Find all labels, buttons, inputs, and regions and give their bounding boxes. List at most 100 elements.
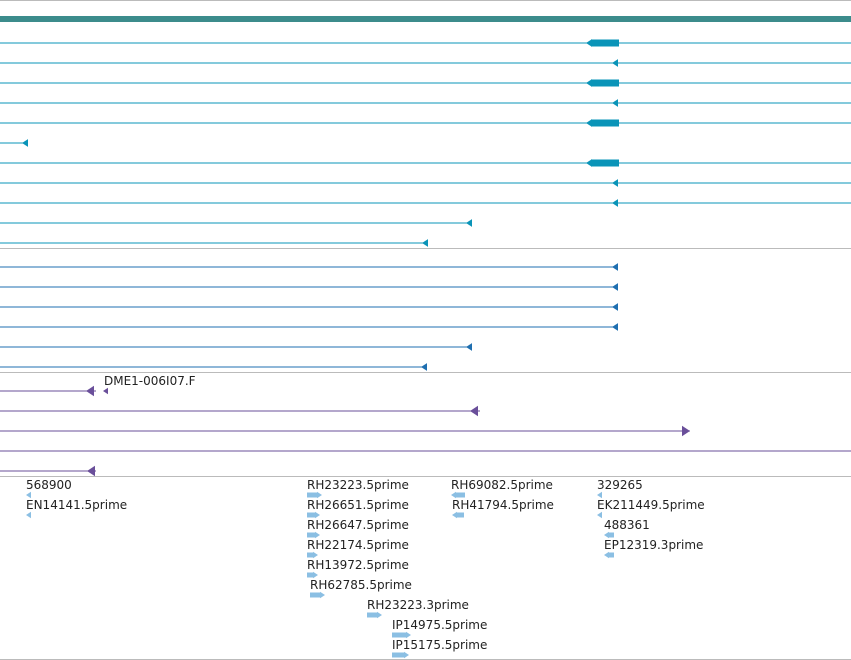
read-block [307,512,315,518]
strand-arrow-icon [86,385,94,397]
transcript-track-c: DME1-006I07.F [0,374,851,477]
transcript-a-feature[interactable] [0,179,851,187]
read-block [455,492,465,498]
strand-arrow-icon [586,119,592,127]
transcript-a-feature[interactable] [0,139,28,147]
transcript-a-feature[interactable] [0,99,851,107]
strand-arrow-icon [466,343,472,351]
strand-arrow-icon [421,363,427,371]
strand-arrow-icon [586,39,592,47]
transcript-label: DME1-006I07.F [104,374,196,388]
est-read-label: EP12319.3prime [604,538,703,552]
est-read[interactable]: IP14975.5prime [392,618,487,639]
transcript-b-feature[interactable] [0,283,618,291]
transcript-a-feature[interactable] [0,239,428,247]
est-read[interactable]: 329265 [597,478,643,499]
est-read-label: EK211449.5prime [597,498,705,512]
transcript-c-feature[interactable]: DME1-006I07.F [0,374,196,397]
transcript-a-feature[interactable] [0,159,851,167]
est-read[interactable]: RH41794.5prime [452,498,554,519]
transcript-a-feature[interactable] [0,79,851,87]
strand-arrow-icon [470,405,478,417]
transcript-b-feature[interactable] [0,263,618,271]
transcript-a-feature[interactable] [0,199,851,207]
strand-arrow-icon [317,491,322,499]
read-block [310,592,320,598]
transcript-c-feature[interactable] [0,405,480,417]
strand-arrow-icon [313,551,318,559]
strand-arrow-icon [22,139,28,147]
strand-arrow-icon [315,531,320,539]
read-block [307,572,313,578]
strand-arrow-icon [612,283,618,291]
strand-arrow-icon [682,425,690,437]
est-read[interactable]: 488361 [604,518,650,539]
est-read-label: RH23223.3prime [367,598,469,612]
est-read-label: 568900 [26,478,72,492]
est-read-label: RH26647.5prime [307,518,409,532]
est-read-label: EN14141.5prime [26,498,127,512]
est-read[interactable]: EN14141.5prime [26,498,127,519]
strand-arrow-icon [452,511,457,519]
transcript-a-feature[interactable] [0,119,851,127]
strand-arrow-icon [320,591,325,599]
strand-arrow-icon [315,511,320,519]
strand-arrow-icon [612,323,618,331]
read-block [307,552,313,558]
exon-block [591,159,619,167]
transcript-b-feature[interactable] [0,303,618,311]
read-block [456,512,464,518]
strand-arrow-icon [586,79,592,87]
est-read-label: RH26651.5prime [307,498,409,512]
strand-arrow-icon [466,219,472,227]
read-block [392,632,406,638]
strand-arrow-icon [597,511,602,519]
read-block [608,532,614,538]
est-read[interactable]: RH23223.5prime [307,478,409,499]
gene-track [0,16,851,22]
transcript-b-feature[interactable] [0,323,618,331]
strand-arrow-icon [26,491,31,499]
gene-bar[interactable] [0,16,851,22]
est-read[interactable]: RH22174.5prime [307,538,409,559]
strand-arrow-icon [604,551,609,559]
est-read-label: 329265 [597,478,643,492]
transcript-a-feature[interactable] [0,39,851,47]
strand-arrow-icon [87,465,95,477]
est-read[interactable]: EK211449.5prime [597,498,705,519]
exon-block [591,79,619,87]
strand-arrow-icon [404,651,409,659]
strand-arrow-icon [451,491,456,499]
est-read[interactable]: RH26647.5prime [307,518,409,539]
est-read-label: RH22174.5prime [307,538,409,552]
est-read[interactable]: EP12319.3prime [604,538,703,559]
strand-arrow-icon [612,303,618,311]
est-read-label: IP14975.5prime [392,618,487,632]
est-read[interactable]: RH26651.5prime [307,498,409,519]
strand-arrow-icon [586,159,592,167]
strand-arrow-icon [612,263,618,271]
strand-arrow-icon [612,59,618,67]
est-read-label: 488361 [604,518,650,532]
est-read[interactable]: RH62785.5prime [310,578,412,599]
read-block [307,492,317,498]
est-read[interactable]: RH13972.5prime [307,558,409,579]
read-block [392,652,404,658]
transcript-c-feature[interactable] [0,425,690,437]
transcript-a-feature[interactable] [0,59,851,67]
est-read[interactable]: 568900 [26,478,72,499]
est-read-track: 568900 EN14141.5prime RH23223.5prime RH2665… [26,478,705,659]
transcript-b-feature[interactable] [0,343,472,351]
est-read-label: RH41794.5prime [452,498,554,512]
transcript-track-a [0,39,851,247]
transcript-c-feature[interactable] [0,465,96,477]
strand-arrow-icon [612,99,618,107]
est-read[interactable]: IP15175.5prime [392,638,487,659]
transcript-b-feature[interactable] [0,363,427,371]
est-read[interactable]: RH23223.3prime [367,598,469,619]
est-read[interactable]: RH69082.5prime [451,478,553,499]
strand-arrow-icon [313,571,318,579]
transcript-a-feature[interactable] [0,219,472,227]
